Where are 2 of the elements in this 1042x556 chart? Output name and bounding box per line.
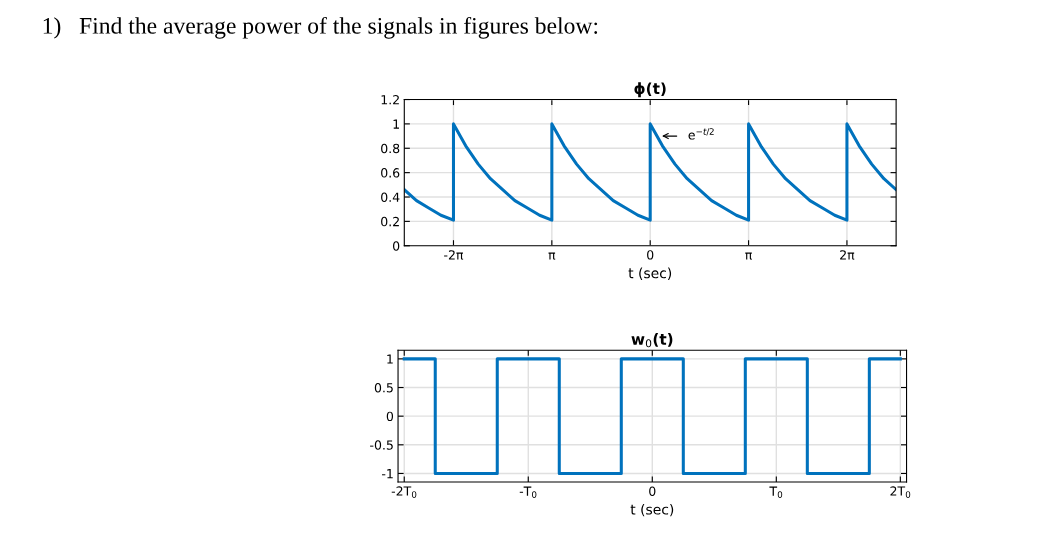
text: 1) Find the average power of the signals in figures below: [43, 16, 598, 39]
line-series [404, 122, 897, 222]
